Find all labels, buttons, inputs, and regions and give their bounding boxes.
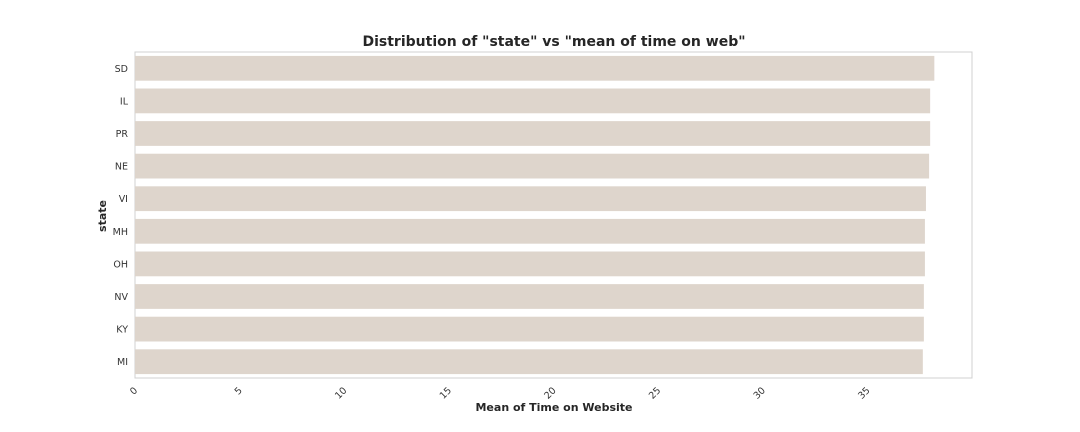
bars-layer [135, 55, 935, 375]
x-tick-label-5: 5 [233, 385, 245, 397]
y-tick-labels: SD IL PR NE VI MH OH NV KY MI [113, 64, 129, 368]
bar-mh [135, 218, 925, 244]
x-tick-label-20: 20 [542, 385, 558, 401]
bar-il [135, 88, 931, 114]
y-tick-label-ne: NE [115, 162, 128, 173]
x-tick-label-10: 10 [333, 385, 349, 401]
y-tick-label-mh: MH [113, 227, 128, 238]
y-tick-label-ky: KY [116, 325, 128, 336]
x-tick-label-30: 30 [752, 385, 768, 401]
bar-sd [135, 55, 935, 81]
y-tick-label-pr: PR [116, 129, 129, 140]
y-tick-label-mi: MI [117, 357, 128, 368]
x-tick-label-15: 15 [438, 385, 454, 401]
y-tick-label-vi: VI [119, 194, 128, 205]
x-tick-label-25: 25 [647, 385, 663, 401]
x-tick-labels: 0 5 10 15 20 25 30 35 [128, 385, 872, 401]
bar-mi [135, 349, 923, 375]
x-tick-label-35: 35 [856, 385, 872, 401]
y-tick-label-nv: NV [114, 292, 128, 303]
bar-nv [135, 284, 924, 309]
x-axis-label: Mean of Time on Website [475, 401, 632, 414]
bar-oh [135, 251, 925, 277]
plot-frame [134, 51, 973, 379]
y-axis-label: state [96, 200, 109, 232]
bar-ne [135, 153, 930, 179]
y-tick-label-sd: SD [115, 64, 128, 75]
bar-pr [135, 121, 931, 146]
x-tick-label-0: 0 [128, 385, 140, 397]
bar-ky [135, 316, 924, 342]
y-tick-label-il: IL [120, 96, 129, 107]
chart-title: Distribution of "state" vs "mean of time… [362, 34, 745, 50]
bar-vi [135, 186, 926, 212]
y-tick-label-oh: OH [113, 259, 128, 270]
